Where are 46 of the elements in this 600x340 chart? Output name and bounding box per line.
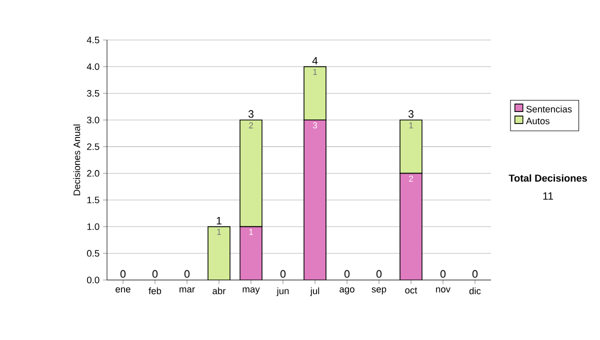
data-label: 1: [217, 228, 221, 235]
total-label: 0: [184, 270, 190, 278]
data-label: 1: [249, 228, 253, 235]
y-tick-label: 3.5: [87, 90, 100, 97]
data-label: 2: [249, 122, 253, 128]
y-tick-label: 0.0: [87, 276, 100, 284]
legend-label: Autos: [526, 118, 550, 124]
x-tick-label: dic: [469, 287, 481, 294]
total-label: 3: [408, 110, 414, 118]
total-label: 0: [440, 270, 446, 278]
total-label: 0: [152, 270, 158, 278]
x-tick-label: nov: [436, 287, 450, 292]
text: Total Decisiones: [508, 174, 587, 182]
x-tick-label: may: [242, 287, 260, 294]
x-tick-label: feb: [148, 287, 162, 294]
data-label: 1: [313, 68, 317, 75]
total-label: 0: [344, 270, 350, 278]
text: 11: [543, 192, 554, 200]
y-tick-label: 4.5: [86, 36, 100, 44]
x-tick-label: ene: [116, 287, 130, 292]
data-label: 2: [409, 176, 413, 182]
data-label: 1: [409, 122, 413, 128]
x-tick-label: oct: [405, 287, 418, 294]
data-label: 3: [312, 122, 318, 128]
y-tick-label: 3.0: [87, 116, 100, 124]
x-tick-label: ago: [340, 287, 354, 294]
total-label: 0: [120, 270, 126, 278]
x-tick-label: abr: [212, 287, 226, 294]
y-tick-label: 1.5: [87, 196, 100, 204]
y-tick-label: 0.5: [87, 250, 100, 257]
total-label: 3: [248, 110, 254, 118]
y-axis-title: Decisiones Anual: [73, 124, 80, 196]
total-label: 4: [312, 57, 318, 64]
total-label: 0: [376, 270, 382, 278]
x-tick-label: jun: [276, 287, 289, 296]
total-label: 1: [216, 217, 222, 224]
y-tick-label: 4.0: [86, 63, 100, 70]
x-tick-label: sep: [372, 287, 386, 294]
y-tick-label: 2.0: [87, 170, 100, 177]
x-tick-label: mar: [180, 287, 195, 292]
y-tick-label: 1.0: [87, 223, 100, 230]
x-tick-label: jul: [310, 287, 320, 296]
legend-label: Sentencias: [526, 106, 572, 112]
total-label: 0: [472, 270, 478, 278]
y-tick-label: 2.5: [87, 143, 100, 150]
total-label: 0: [280, 270, 286, 278]
